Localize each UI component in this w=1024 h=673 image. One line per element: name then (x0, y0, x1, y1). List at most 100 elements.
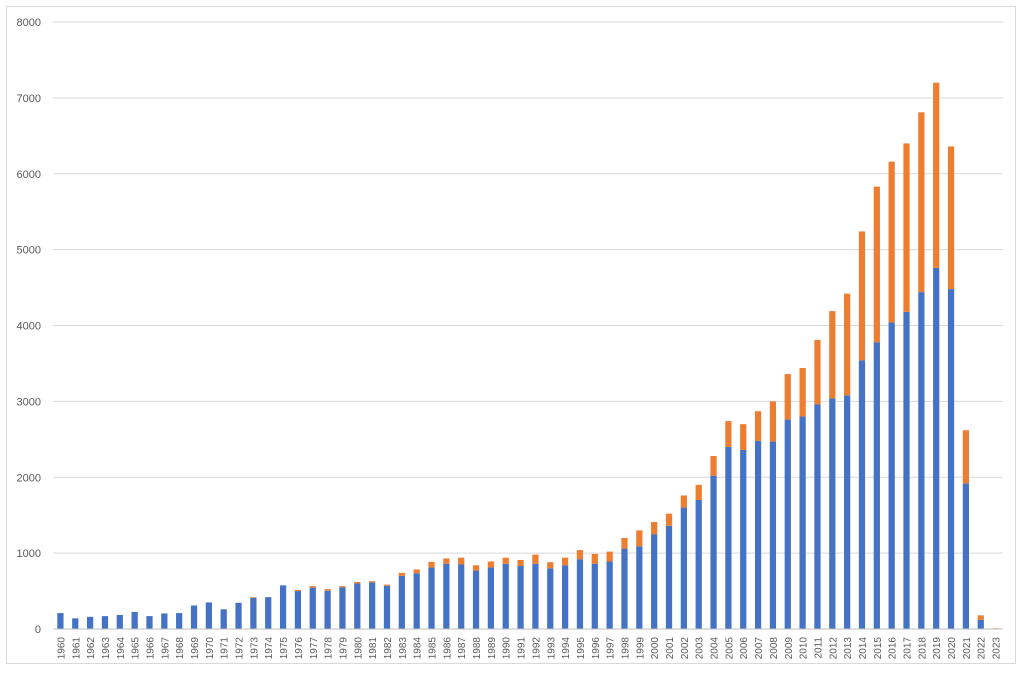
bar-segment-1986-series-2 (443, 558, 450, 564)
bar-segment-1960-series-1 (57, 613, 64, 629)
bar-segment-2005-series-1 (725, 446, 732, 629)
bar-segment-2000-series-2 (651, 522, 658, 535)
x-tick-label-1988: 1988 (472, 637, 483, 660)
x-tick-label-1969: 1969 (190, 637, 201, 660)
x-tick-label-1962: 1962 (86, 637, 97, 660)
x-tick-label-1979: 1979 (338, 637, 349, 660)
x-tick-label-2014: 2014 (858, 637, 869, 660)
bar-segment-1995-series-2 (576, 550, 584, 560)
bar-segment-2018-series-1 (918, 292, 925, 629)
bar-segment-2018-series-2 (918, 112, 925, 293)
bar-segment-1995-series-1 (576, 559, 584, 629)
x-tick-label-1980: 1980 (353, 637, 364, 660)
bar-segment-2015-series-1 (873, 342, 880, 629)
bar-segment-1999-series-1 (636, 546, 643, 629)
x-tick-label-2016: 2016 (888, 637, 899, 660)
x-tick-label-2008: 2008 (769, 637, 780, 660)
y-tick-label: 5000 (17, 245, 41, 257)
bar-segment-1987-series-2 (458, 557, 465, 565)
bar-segment-2005-series-2 (725, 421, 732, 447)
bar-segment-2004-series-1 (710, 475, 717, 629)
x-tick-label-1974: 1974 (264, 637, 275, 660)
bar-segment-1996-series-2 (591, 553, 598, 564)
x-tick-label-1994: 1994 (561, 637, 572, 660)
bar-segment-2020-series-1 (947, 289, 955, 629)
x-tick-label-2023: 2023 (992, 637, 1003, 660)
x-tick-label-2011: 2011 (813, 637, 824, 659)
x-tick-label-1991: 1991 (517, 637, 528, 660)
bar-segment-1978-series-1 (324, 590, 331, 629)
bar-segment-1993-series-1 (547, 568, 554, 629)
bar-segment-1986-series-1 (443, 563, 450, 629)
bar-segment-1994-series-1 (561, 565, 569, 629)
bar-segment-1970-series-1 (205, 602, 212, 629)
bar-segment-1990-series-1 (502, 563, 509, 629)
bar-segment-1985-series-2 (428, 561, 435, 568)
y-tick-label: 6000 (17, 169, 41, 181)
bar-segment-1981-series-1 (369, 582, 376, 629)
x-tick-label-1990: 1990 (502, 637, 513, 660)
bar-segment-1998-series-2 (621, 537, 628, 549)
x-tick-label-2017: 2017 (903, 637, 914, 660)
bar-segment-2009-series-2 (784, 374, 791, 420)
bar-segment-1981-series-2 (369, 581, 376, 583)
bar-segment-2011-series-2 (814, 339, 821, 405)
x-tick-label-2019: 2019 (932, 637, 943, 660)
bar-segment-2002-series-1 (680, 507, 687, 629)
bar-segment-2014-series-2 (858, 231, 866, 361)
bar-segment-1964-series-1 (116, 614, 123, 629)
x-tick-label-1975: 1975 (279, 637, 290, 660)
x-tick-label-2007: 2007 (754, 637, 765, 660)
bar-segment-2020-series-2 (947, 146, 955, 290)
x-tick-label-1999: 1999 (635, 637, 646, 660)
bar-segment-1992-series-2 (532, 554, 539, 564)
bar-segment-2014-series-1 (858, 360, 866, 629)
bar-segment-1963-series-1 (101, 616, 109, 629)
x-tick-label-2012: 2012 (828, 637, 839, 660)
bar-segment-2022-series-2 (977, 615, 984, 620)
bar-segment-2002-series-2 (680, 495, 687, 508)
bar-segment-1977-series-1 (309, 587, 316, 629)
bar-segment-1962-series-1 (86, 616, 94, 629)
bar-segment-2008-series-1 (769, 441, 777, 629)
bar-segment-1998-series-1 (621, 548, 628, 629)
bar-segment-2001-series-1 (665, 525, 673, 629)
bar-segment-1966-series-1 (146, 616, 153, 629)
x-tick-label-1970: 1970 (205, 637, 216, 660)
bar-segment-1982-series-1 (383, 585, 391, 629)
x-tick-label-1996: 1996 (591, 637, 602, 660)
x-tick-label-2002: 2002 (680, 637, 691, 660)
x-tick-label-1971: 1971 (220, 637, 231, 660)
bar-segment-2019-series-1 (933, 267, 940, 629)
bar-segment-2010-series-1 (799, 416, 806, 629)
bar-segment-1992-series-1 (532, 563, 539, 629)
bar-segment-2001-series-2 (665, 513, 673, 526)
x-tick-label-1998: 1998 (620, 637, 631, 660)
bar-segment-1971-series-1 (220, 609, 227, 629)
x-tick-label-1960: 1960 (56, 637, 67, 660)
y-tick-label: 1000 (17, 548, 41, 560)
bar-segment-1968-series-1 (176, 613, 183, 629)
bar-segment-1980-series-2 (354, 581, 361, 584)
bar-segment-1988-series-2 (472, 565, 480, 571)
x-tick-label-1989: 1989 (487, 637, 498, 660)
chart-frame: 0 1000 2000 3000 4000 5000 6000 7000 8000 1960 19… (6, 6, 1016, 664)
y-tick-label: 0 (35, 624, 41, 636)
x-tick-label-1964: 1964 (116, 637, 127, 660)
bar-segment-2016-series-2 (888, 161, 895, 323)
bar-segment-2010-series-2 (799, 367, 806, 417)
bar-segment-1994-series-2 (561, 557, 569, 566)
bar-segment-2003-series-1 (695, 500, 702, 629)
x-tick-label-1965: 1965 (131, 637, 142, 660)
x-tick-label-1987: 1987 (457, 637, 468, 660)
bar-segment-2021-series-1 (962, 483, 970, 629)
bar-segment-1961-series-1 (72, 618, 79, 629)
y-tick-label: 7000 (17, 93, 41, 105)
x-tick-label-2018: 2018 (917, 637, 928, 660)
bar-segment-1984-series-2 (413, 569, 420, 574)
x-tick-label-1961: 1961 (71, 637, 82, 660)
bar-segment-1997-series-2 (606, 551, 613, 562)
x-tick-label-1973: 1973 (249, 637, 260, 660)
x-tick-label-1972: 1972 (235, 637, 246, 660)
x-tick-label-1984: 1984 (413, 637, 424, 660)
